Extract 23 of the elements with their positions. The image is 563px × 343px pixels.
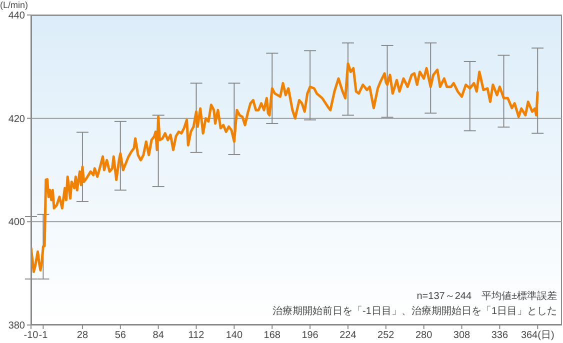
y-tick-label: 420 (8, 114, 26, 125)
x-tick-label: 252 (378, 330, 395, 342)
annotation: 治療期開始前日を「-1日目」、治療期開始日を「1日目」とした (272, 304, 557, 319)
x-tick-label: 336 (491, 330, 508, 342)
x-tick-label: 140 (226, 330, 243, 342)
x-tick-label: 224 (340, 330, 357, 342)
x-tick-label: 280 (415, 330, 433, 342)
x-tick-label: -10 (24, 330, 39, 342)
y-tick-label: 380 (8, 320, 26, 332)
x-tick-label: 168 (264, 330, 281, 342)
annotation: n=137～244 平均値±標準誤差 (416, 290, 557, 304)
x-tick-label: 84 (152, 330, 164, 342)
line-series (31, 62, 539, 274)
x-tick-label: 112 (188, 330, 205, 342)
x-tick-label: 364(日) (520, 330, 554, 342)
y-tick-label: 440 (8, 10, 26, 22)
x-tick-label: 308 (453, 330, 471, 342)
x-tick-label: 56 (114, 330, 126, 342)
x-tick-label: 28 (76, 330, 88, 342)
x-tick-label: -1 (38, 330, 48, 342)
x-tick-label: 196 (302, 330, 319, 342)
y-axis-title: (L/min) (0, 0, 28, 10)
y-tick-label: 400 (8, 217, 26, 228)
